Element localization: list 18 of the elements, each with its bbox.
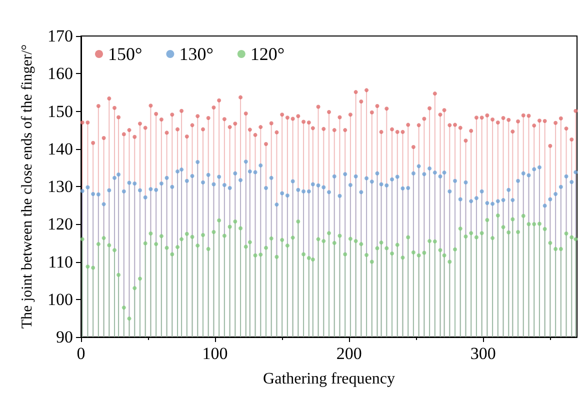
y-tick-label: 160: [48, 64, 73, 84]
x-axis-title: Gathering frequency: [263, 370, 395, 388]
x-tick-label: 200: [336, 344, 362, 363]
y-tick-label: 150: [48, 102, 73, 121]
x-tick-label: 100: [202, 344, 228, 363]
y-axis-title: The joint between the close ends of the finger/°: [20, 44, 36, 329]
x-tick-label: 300: [470, 344, 496, 363]
legend-label: 150°: [108, 44, 142, 64]
y-tick-label: 170: [48, 26, 73, 46]
y-tick-label: 140: [48, 139, 73, 158]
y-tick-label: 100: [48, 290, 73, 309]
x-tick-label: 0: [76, 344, 86, 363]
y-tick-label: 90: [56, 328, 73, 346]
legend-label: 120°: [250, 44, 285, 64]
y-tick-label: 110: [48, 252, 73, 272]
y-tick-label: 130: [48, 177, 73, 196]
legend-label: 130°: [179, 44, 214, 64]
y-tick-label: 120: [48, 214, 73, 234]
